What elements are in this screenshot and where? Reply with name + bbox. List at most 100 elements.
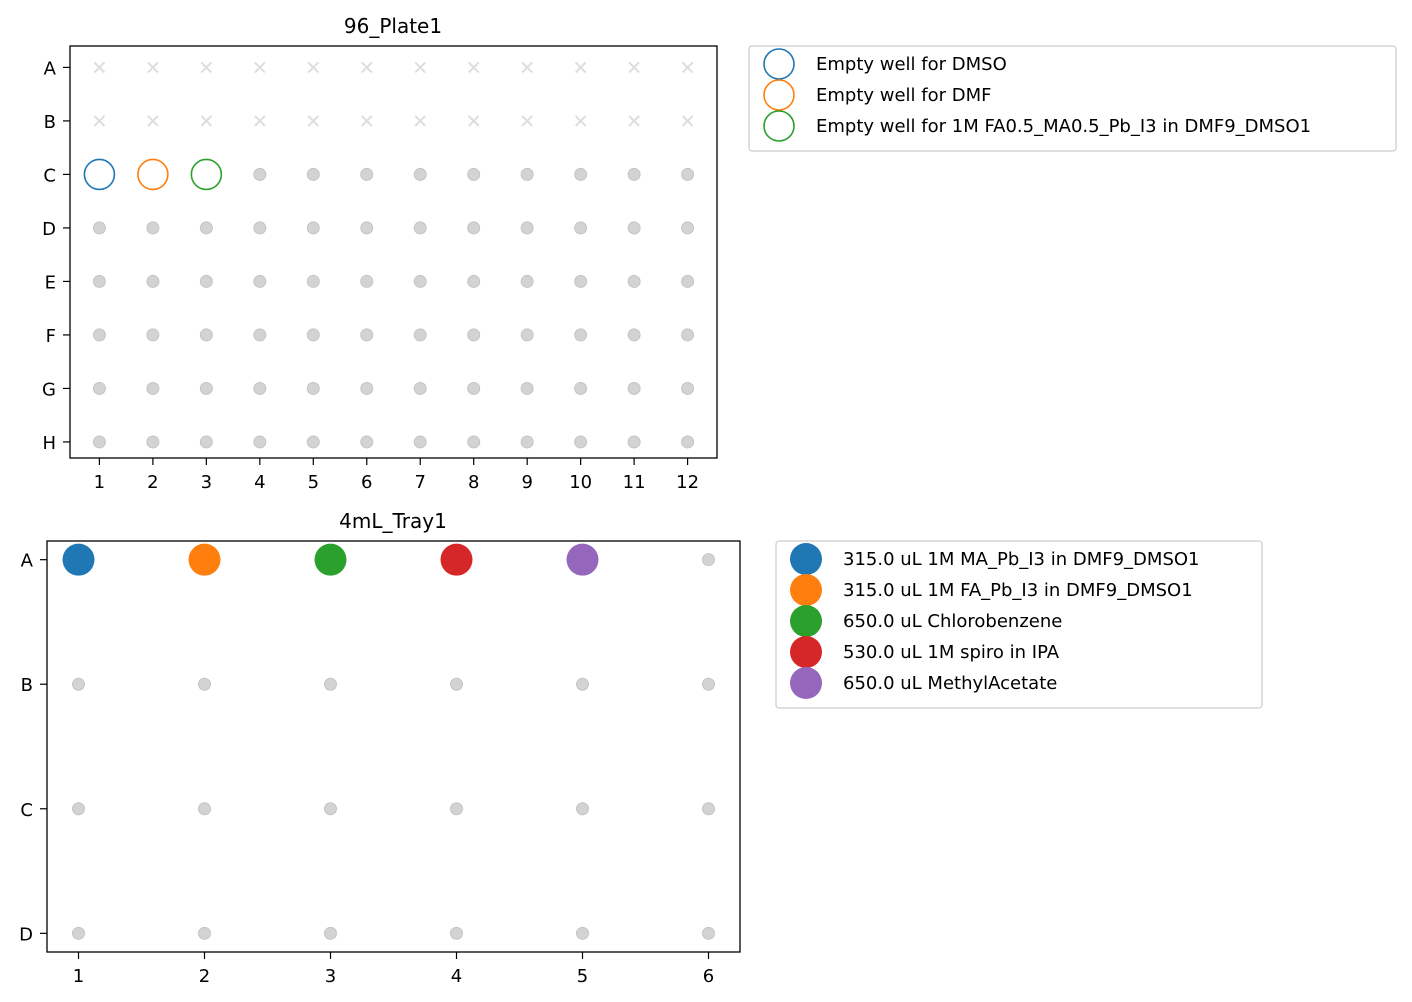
plate-96-available-well [574, 221, 588, 235]
plate-96-available-well [520, 221, 534, 235]
plate-96-available-well [627, 167, 641, 181]
plate-96-available-well [92, 381, 106, 395]
tray-4ml-available-well [576, 677, 589, 691]
tray-4ml-legend-marker [790, 543, 822, 575]
plate-96-unavailable-well [254, 61, 266, 74]
plate-96-available-well [681, 167, 695, 181]
plate-96-available-well [413, 435, 427, 449]
tray-4ml-x-tick-label: 2 [199, 966, 210, 987]
tray-4ml-available-well [702, 553, 715, 567]
tray-4ml-available-well [450, 926, 463, 940]
plate-96-series-1-point [83, 158, 116, 191]
plate-96-y-tick-label: C [43, 165, 56, 186]
tray-4ml-available-well [702, 926, 715, 940]
plate-96-unavailable-well [307, 61, 320, 74]
plate-96-unavailable-well [681, 115, 694, 127]
plate-96-axes-frame [69, 45, 718, 459]
plate-96-available-well [467, 167, 481, 181]
plate-96-series-3-point [190, 158, 223, 191]
plate-96-available-well [199, 381, 213, 395]
plate-96-available-well [306, 221, 320, 235]
tray-4ml-series-5-point [566, 543, 599, 576]
tray-4ml-x-tick-label: 5 [577, 966, 588, 987]
plate-96-available-well [413, 328, 427, 342]
plate-96-unavailable-well [93, 115, 106, 127]
plate-96-x-tick-label: 11 [623, 472, 646, 493]
plate-96-available-well [199, 328, 213, 342]
plate-96-y-tick-label: H [42, 433, 56, 454]
plate-96-y-tick-label: F [46, 326, 56, 347]
tray-4ml-x-tick-label: 3 [325, 966, 336, 987]
plate-96-x-tick-label: 5 [308, 472, 319, 493]
plate-96-available-well [467, 274, 481, 288]
tray-4ml-legend-frame [775, 540, 1263, 709]
plate-96-available-well [413, 381, 427, 395]
plate-96-available-well [92, 274, 106, 288]
plate-96-available-well [306, 328, 320, 342]
plate-96-x-tick-label: 1 [94, 472, 105, 493]
plate-96-legend-label: Empty well for 1M FA0.5_MA0.5_Pb_I3 in D… [816, 116, 1311, 137]
tray-4ml-y-tick-label: B [21, 675, 33, 696]
tray-4ml-legend-label: 315.0 uL 1M MA_Pb_I3 in DMF9_DMSO1 [843, 549, 1199, 570]
plate-96-available-well [199, 435, 213, 449]
plate-96-marks [83, 61, 695, 449]
plate-96-available-well [92, 328, 106, 342]
plate-96-unavailable-well [200, 115, 213, 127]
tray-4ml-available-well [72, 677, 85, 691]
plate-96-available-well [253, 274, 267, 288]
plate-96-available-well [520, 381, 534, 395]
plate-96-available-well [574, 167, 588, 181]
tray-4ml-legend-marker [790, 605, 822, 637]
tray-4ml-available-well [576, 802, 589, 816]
plate-96-x-tick-label: 12 [676, 472, 699, 493]
tray-4ml-axes: 1 2 3 4 5 6 A B C D [19, 540, 741, 987]
plate-96-available-well [627, 328, 641, 342]
plate-96-unavailable-well [467, 61, 480, 74]
plate-96-x-tick-label: 8 [468, 472, 479, 493]
plate-96-available-well [574, 435, 588, 449]
plate-96-unavailable-well [361, 115, 373, 127]
plate-96-available-well [627, 274, 641, 288]
plate-96-available-well [681, 381, 695, 395]
tray-4ml-y-tick-label: A [21, 551, 34, 572]
plate-96-available-well [520, 167, 534, 181]
tray-4ml-available-well [324, 677, 337, 691]
tray-4ml-available-well [198, 677, 211, 691]
plate-96-unavailable-well [574, 61, 587, 74]
plate-96-y-tick-label: B [44, 112, 56, 133]
tray-4ml-marks [62, 543, 715, 940]
plate-96-x-tick-label: 4 [254, 472, 265, 493]
plate-96-unavailable-well [361, 61, 373, 74]
plate-96-available-well [146, 381, 160, 395]
plate-96-available-well [681, 328, 695, 342]
tray-4ml-legend: 315.0 uL 1M MA_Pb_I3 in DMF9_DMSO1 315.0 … [775, 540, 1263, 709]
plate-96-available-well [146, 221, 160, 235]
plate-96-unavailable-well [414, 61, 426, 74]
tray-4ml-series-4-point [440, 543, 473, 576]
plate-96-y-tick-label: D [42, 219, 56, 240]
plate-96-available-well [360, 167, 374, 181]
plate-96-unavailable-well [521, 61, 533, 74]
plate-96-x-tick-label: 6 [361, 472, 372, 493]
plate-96-available-well [520, 435, 534, 449]
plate-96-x-tick-label: 7 [415, 472, 426, 493]
tray-4ml-legend-label: 650.0 uL Chlorobenzene [843, 611, 1062, 632]
plate-96-available-well [574, 381, 588, 395]
tray-4ml-available-well [324, 926, 337, 940]
plate-96-available-well [413, 274, 427, 288]
plate-96-unavailable-well [521, 115, 533, 127]
plate-96-unavailable-well [254, 115, 266, 127]
tray-4ml-y-tick-label: D [19, 924, 33, 945]
plate-96-legend: Empty well for DMSO Empty well for DMF Emp… [748, 45, 1397, 152]
plate-96-series-2-point [137, 158, 169, 191]
plate-96-available-well [360, 328, 374, 342]
plate-96-legend-label: Empty well for DMSO [816, 54, 1007, 75]
plate-96-available-well [146, 435, 160, 449]
plate-96-available-well [467, 381, 481, 395]
plate-96-legend-frame [748, 45, 1397, 152]
plate-96-available-well [467, 435, 481, 449]
plate-96-available-well [467, 328, 481, 342]
tray-4ml-panel: 4mL_Tray1 315.0 uL 1M MA_Pb_I3 in DMF9_D… [19, 509, 1263, 987]
